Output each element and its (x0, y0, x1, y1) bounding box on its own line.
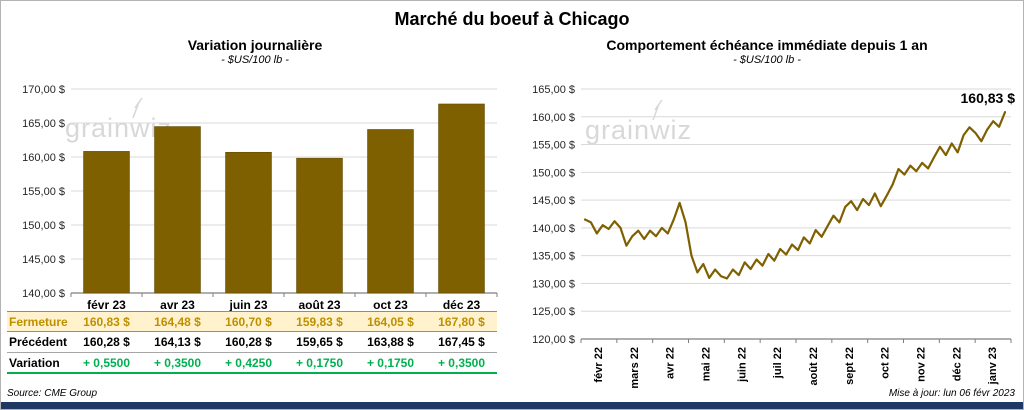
bar-chart: 140,00 $ 145,00 $ 150,00 $ 155,00 $ 160,00 $… (22, 84, 498, 311)
wheat-bolt-icon (652, 100, 663, 120)
y-tick-label: 160,00 $ (22, 152, 65, 164)
x-category-label: déc 23 (443, 298, 481, 311)
line-chart: 120,00 $ 125,00 $ 130,00 $ 135,00 $ 140,00 $… (532, 84, 1016, 389)
table-cell: 160,28 $ (225, 335, 272, 349)
y-tick-label: 120,00 $ (532, 334, 575, 346)
table-cell: + 0,5500 (82, 355, 131, 370)
table-cell: 164,48 $ (154, 314, 201, 329)
line-chart-title: Comportement échéance immédiate depuis 1… (606, 37, 928, 53)
x-month-label: janv 23 (987, 347, 999, 385)
wheat-bolt-icon (132, 98, 143, 118)
x-month-label: sept 22 (844, 347, 856, 385)
x-category-label: oct 23 (373, 298, 408, 311)
table-row-precedent: Précédent 160,28 $ 164,13 $ 160,28 $ 159,65 … (7, 332, 497, 353)
bar (438, 103, 485, 294)
bar-chart-title: Variation journalière (187, 37, 323, 53)
daily-variation-panel: grainwiz Variation journalière - $US/100… (7, 37, 503, 374)
y-tick-label: 165,00 $ (22, 118, 65, 130)
table-cell: + 0,4250 (224, 355, 273, 370)
x-month-label: mai 22 (700, 347, 712, 381)
x-month-label: nov 22 (915, 347, 927, 382)
table-cell: + 0,1750 (366, 355, 415, 370)
y-tick-label: 150,00 $ (22, 220, 65, 232)
x-month-label: avr 22 (665, 347, 677, 379)
table-cell: + 0,1750 (295, 355, 344, 370)
x-month-label: déc 22 (951, 347, 963, 381)
y-tick-label: 125,00 $ (532, 306, 575, 318)
row-label: Précédent (9, 335, 68, 349)
table-row-variation: Variation + 0,5500 + 0,3500 + 0,4250 + 0,175… (7, 353, 497, 374)
x-month-label: févr 22 (593, 347, 605, 382)
updated-note: Mise à jour: lun 06 févr 2023 (888, 388, 1015, 399)
y-tick-label: 170,00 $ (22, 84, 65, 96)
row-label: Fermeture (9, 314, 68, 329)
bottom-accent-bar (1, 402, 1023, 409)
table-cell: + 0,3500 (153, 355, 202, 370)
x-category-label: avr 23 (160, 298, 195, 311)
y-tick-label: 150,00 $ (532, 167, 575, 179)
bar (225, 151, 272, 294)
grainwiz-watermark: grainwiz (585, 100, 693, 146)
line-chart-subtitle: - $US/100 lb - (733, 54, 801, 66)
one-year-trend-panel: grainwiz Comportement échéance immédiate… (515, 37, 1019, 389)
y-tick-label: 155,00 $ (22, 186, 65, 198)
x-category-label: août 23 (298, 298, 340, 311)
bar (83, 151, 130, 294)
y-tick-label: 155,00 $ (532, 140, 575, 152)
x-month-label: juin 22 (736, 347, 748, 383)
y-tick-label: 160,00 $ (532, 112, 575, 124)
table-cell: 164,05 $ (367, 314, 414, 329)
page-title: Marché du boeuf à Chicago (394, 9, 630, 29)
x-month-label: mars 22 (629, 347, 641, 389)
x-month-label: oct 22 (880, 347, 892, 379)
price-line (583, 111, 1007, 280)
y-tick-label: 130,00 $ (532, 278, 575, 290)
table-cell: 160,70 $ (225, 314, 272, 329)
last-price-annotation: 160,83 $ (961, 90, 1016, 106)
watermark-text: grainwiz (585, 115, 693, 145)
watermark-text: grainwiz (65, 113, 173, 143)
table-cell: + 0,3500 (437, 355, 486, 370)
table-cell: 160,83 $ (83, 314, 130, 329)
price-table: Fermeture 160,83 $ 164,48 $ 160,70 $ 159,83 … (7, 311, 497, 374)
bar-chart-subtitle: - $US/100 lb - (221, 54, 289, 66)
table-cell: 159,83 $ (296, 314, 343, 329)
table-cell: 167,45 $ (438, 335, 485, 349)
y-tick-label: 145,00 $ (532, 195, 575, 207)
y-tick-label: 140,00 $ (532, 223, 575, 235)
table-cell: 164,13 $ (154, 335, 201, 349)
y-tick-label: 145,00 $ (22, 254, 65, 266)
x-category-label: juin 23 (228, 298, 267, 311)
y-tick-label: 135,00 $ (532, 251, 575, 263)
bar (154, 126, 201, 294)
grainwiz-watermark: grainwiz (65, 98, 173, 144)
row-label: Variation (9, 355, 60, 370)
y-tick-label: 140,00 $ (22, 288, 65, 300)
y-tick-label: 165,00 $ (532, 84, 575, 96)
source-note: Source: CME Group (7, 388, 98, 399)
bar (296, 157, 343, 294)
table-cell: 163,88 $ (367, 335, 414, 349)
x-month-label: août 22 (808, 347, 820, 386)
x-month-label: juil 22 (772, 347, 784, 379)
x-category-label: févr 23 (87, 298, 126, 311)
table-cell: 160,28 $ (83, 335, 130, 349)
bar (367, 129, 414, 294)
table-cell: 167,80 $ (438, 314, 485, 329)
table-cell: 159,65 $ (296, 335, 343, 349)
table-row-fermeture: Fermeture 160,83 $ 164,48 $ 160,70 $ 159,83 … (7, 311, 497, 332)
